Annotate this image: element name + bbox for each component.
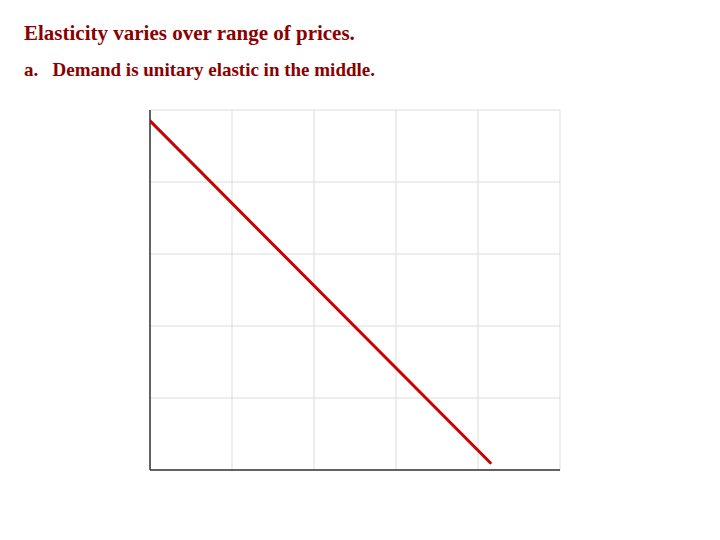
title: Elasticity varies over range of prices. — [24, 21, 355, 45]
grid-line-y — [150, 398, 560, 399]
axes — [150, 110, 560, 470]
grid-line-y — [150, 110, 560, 111]
grid-line-x — [396, 110, 397, 470]
chart-container: Elasticity varies over range of prices. a… — [0, 0, 720, 540]
demand-line — [150, 121, 490, 463]
grid-line-y — [150, 254, 560, 255]
grid-line-x — [478, 110, 479, 470]
grid-line-x — [232, 110, 233, 470]
grid-line-x — [314, 110, 315, 470]
plot-area — [150, 121, 490, 463]
grid-line-x — [150, 110, 151, 470]
x-axis — [150, 469, 560, 471]
subtitle: a. Demand is unitary elastic in the midd… — [24, 59, 375, 80]
chart-svg: Elasticity varies over range of prices. a… — [0, 0, 720, 540]
grid — [150, 110, 560, 470]
grid-line-y — [150, 470, 560, 471]
grid-line-x — [560, 110, 561, 470]
y-axis — [149, 110, 151, 470]
